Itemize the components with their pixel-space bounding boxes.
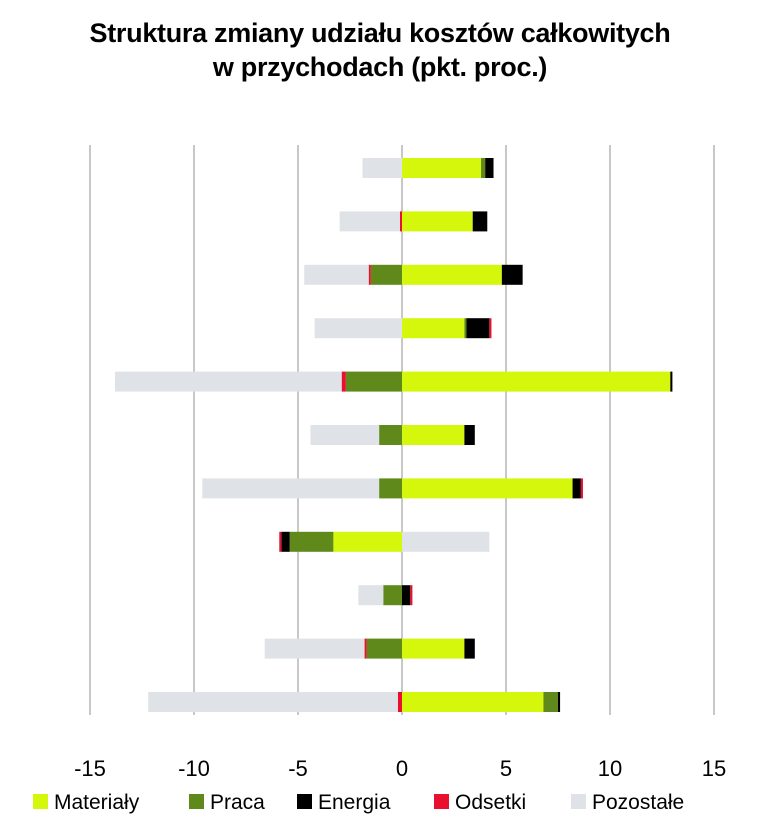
bar-row-8-series-5 — [402, 531, 490, 552]
bar-row-8-series-2 — [289, 531, 334, 552]
bar-row-3-series-2 — [370, 264, 402, 285]
bar-row-8-series-3 — [281, 531, 290, 552]
legend-label-1: Materiały — [54, 791, 140, 814]
bar-row-3-series-5 — [304, 264, 369, 285]
bar-row-4-series-1 — [402, 318, 465, 339]
legend: Materiały Praca Energia Odsetki Pozostałe — [33, 791, 684, 814]
x-tick-label-4: 5 — [500, 756, 512, 781]
legend-label-5: Pozostałe — [592, 791, 684, 814]
x-tick-label-2: -5 — [288, 756, 308, 781]
legend-label-4: Odsetki — [455, 791, 526, 814]
bar-row-11-series-5 — [148, 692, 398, 712]
bar-row-11-series-1 — [402, 692, 544, 712]
bar-row-7-series-2 — [379, 478, 402, 499]
bar-row-9-series-5 — [358, 585, 384, 606]
bar-row-5-series-3 — [670, 371, 673, 392]
legend-label-3: Energia — [318, 791, 391, 814]
bar-row-4-series-3 — [466, 318, 490, 339]
bar-row-1-series-3 — [485, 158, 494, 178]
bar-row-9-series-2 — [383, 585, 402, 606]
bar-row-11-series-4 — [397, 692, 402, 712]
legend-swatch-5 — [571, 794, 586, 809]
legend-label-2: Praca — [210, 791, 265, 814]
bar-row-2-series-1 — [402, 211, 473, 232]
bar-row-9-series-4 — [410, 585, 413, 606]
x-axis-ticks: -15 -10 -5 0 5 10 15 — [74, 756, 726, 781]
chart-title: Struktura zmiany udziału kosztów całkowi… — [0, 16, 760, 84]
bar-row-6-series-2 — [379, 425, 402, 445]
legend-swatch-2 — [189, 794, 204, 809]
bar-row-2-series-4 — [399, 211, 402, 232]
bar-row-10-series-5 — [264, 638, 365, 659]
bar-row-6-series-1 — [402, 425, 465, 445]
bar-row-4-series-4 — [489, 318, 492, 339]
legend-swatch-4 — [434, 794, 449, 809]
bar-row-7-series-3 — [572, 478, 581, 499]
bar-row-1-series-2 — [481, 158, 486, 178]
bar-row-9-series-3 — [402, 585, 411, 606]
bar-row-3-series-1 — [402, 264, 502, 285]
chart-title-line-1: Struktura zmiany udziału kosztów całkowi… — [89, 18, 671, 48]
bar-row-4-series-5 — [314, 318, 402, 339]
chart-title-line-2: w przychodach (pkt. proc.) — [212, 52, 548, 82]
bar-row-10-series-3 — [464, 638, 475, 659]
bar-row-8-series-4 — [279, 531, 282, 552]
bar-row-3-series-3 — [501, 264, 523, 285]
bar-row-5-series-2 — [345, 371, 402, 392]
bar-row-11-series-3 — [558, 692, 561, 712]
bar-row-7-series-5 — [202, 478, 380, 499]
bar-row-1-series-5 — [362, 158, 402, 178]
bar-row-7-series-1 — [402, 478, 573, 499]
bar-row-6-series-5 — [310, 425, 380, 445]
x-tick-label-6: 15 — [702, 756, 726, 781]
bar-row-3-series-4 — [368, 264, 371, 285]
bar-row-5-series-1 — [402, 371, 671, 392]
bar-row-5-series-5 — [114, 371, 342, 392]
x-tick-label-0: -15 — [74, 756, 106, 781]
x-tick-label-5: 10 — [598, 756, 622, 781]
legend-swatch-3 — [297, 794, 312, 809]
bar-row-7-series-4 — [580, 478, 583, 499]
bar-row-10-series-4 — [364, 638, 367, 659]
bar-row-10-series-2 — [366, 638, 402, 659]
x-tick-label-3: 0 — [396, 756, 408, 781]
bar-row-2-series-5 — [339, 211, 400, 232]
bar-row-1-series-1 — [402, 158, 482, 178]
bars — [114, 158, 673, 712]
x-tick-label-1: -10 — [178, 756, 210, 781]
gridlines — [89, 145, 715, 715]
bar-row-2-series-3 — [472, 211, 488, 232]
bar-row-6-series-3 — [464, 425, 475, 445]
bar-row-11-series-2 — [543, 692, 558, 712]
bar-row-4-series-2 — [464, 318, 467, 339]
bar-row-5-series-4 — [341, 371, 346, 392]
bar-row-8-series-1 — [333, 531, 402, 552]
bar-row-10-series-1 — [402, 638, 465, 659]
legend-swatch-1 — [33, 794, 48, 809]
